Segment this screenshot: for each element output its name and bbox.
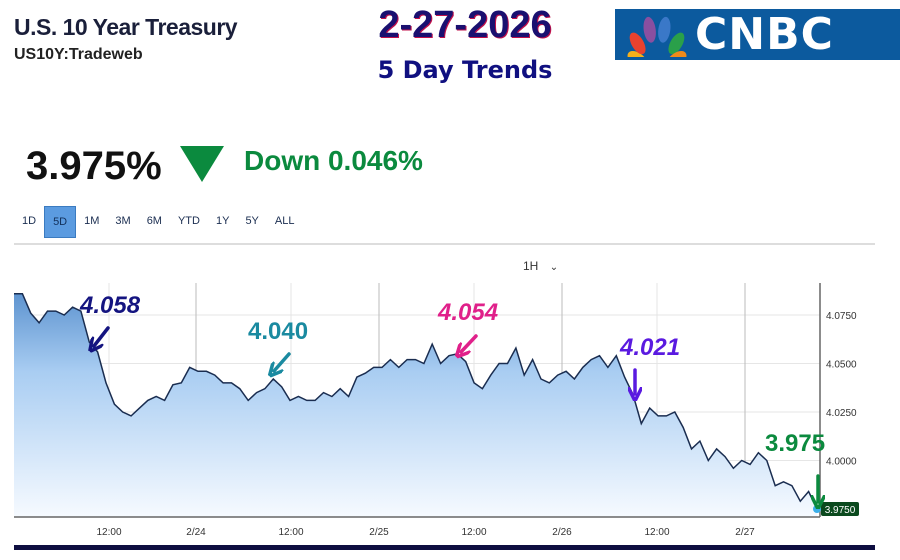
cnbc-logo: CNBC	[615, 9, 900, 60]
bottom-bar	[14, 545, 875, 550]
last-value-badge	[821, 502, 859, 516]
peacock-icon	[627, 16, 687, 57]
y-tick-label: 4.0750	[826, 311, 857, 322]
chevron-down-icon: ⌄	[549, 262, 559, 273]
annotation-arrow-icon	[94, 326, 110, 346]
instrument-symbol: US10Y:Tradeweb	[14, 46, 143, 63]
range-tab-1m[interactable]: 1M	[84, 215, 100, 227]
price-change: Down 0.046%	[244, 145, 423, 176]
y-tick-label: 4.0250	[826, 408, 857, 419]
x-tick-label: 2/27	[735, 527, 755, 538]
current-price: 3.975%	[26, 144, 162, 188]
range-tab-1y[interactable]: 1Y	[215, 215, 230, 227]
annotation-arrow-icon	[461, 334, 478, 352]
last-value-label: 3.9750	[825, 505, 856, 516]
y-tick-label: 4.0000	[826, 457, 857, 468]
x-tick-label: 2/25	[369, 527, 389, 538]
interval-selector[interactable]: 1H ⌄	[523, 259, 558, 273]
date-heading: 2-27-2026	[378, 4, 552, 46]
annotation-label: 4.058	[80, 292, 141, 319]
range-tab-5y[interactable]: 5Y	[245, 215, 259, 227]
x-tick-label: 12:00	[461, 527, 486, 538]
x-tick-label: 2/26	[552, 527, 572, 538]
annotation-label: 3.975	[765, 430, 826, 457]
annotation-label: 4.021	[620, 334, 681, 361]
down-triangle-icon	[180, 146, 224, 182]
instrument-title: U.S. 10 Year Treasury	[14, 14, 238, 40]
annotation-label: 4.054	[438, 299, 499, 326]
logo-text: CNBC	[695, 9, 834, 60]
x-tick-label: 12:00	[96, 527, 121, 538]
range-tab-ytd[interactable]: YTD	[177, 215, 200, 227]
x-tick-label: 2/24	[186, 527, 206, 538]
annotation-label: 4.040	[248, 318, 309, 345]
divider	[14, 243, 875, 245]
time-range-tabs: 1D 5D 1M 3M 6M YTD 1Y 5Y ALL	[14, 206, 302, 238]
last-value-dot	[813, 505, 821, 513]
interval-label: 1H	[523, 259, 539, 273]
area-fill	[14, 293, 817, 517]
range-tab-3m[interactable]: 3M	[115, 215, 131, 227]
range-tab-1d[interactable]: 1D	[22, 215, 37, 227]
range-tab-all[interactable]: ALL	[274, 215, 295, 227]
annotation-arrow-icon	[274, 352, 291, 371]
range-tab-6m[interactable]: 6M	[146, 215, 162, 227]
range-tab-5d[interactable]: 5D	[44, 206, 77, 238]
x-tick-label: 12:00	[644, 527, 669, 538]
price-line	[14, 292, 818, 510]
subtitle: 5 Day Trends	[377, 56, 553, 84]
x-tick-label: 12:00	[278, 527, 303, 538]
y-tick-label: 4.0500	[826, 360, 857, 371]
